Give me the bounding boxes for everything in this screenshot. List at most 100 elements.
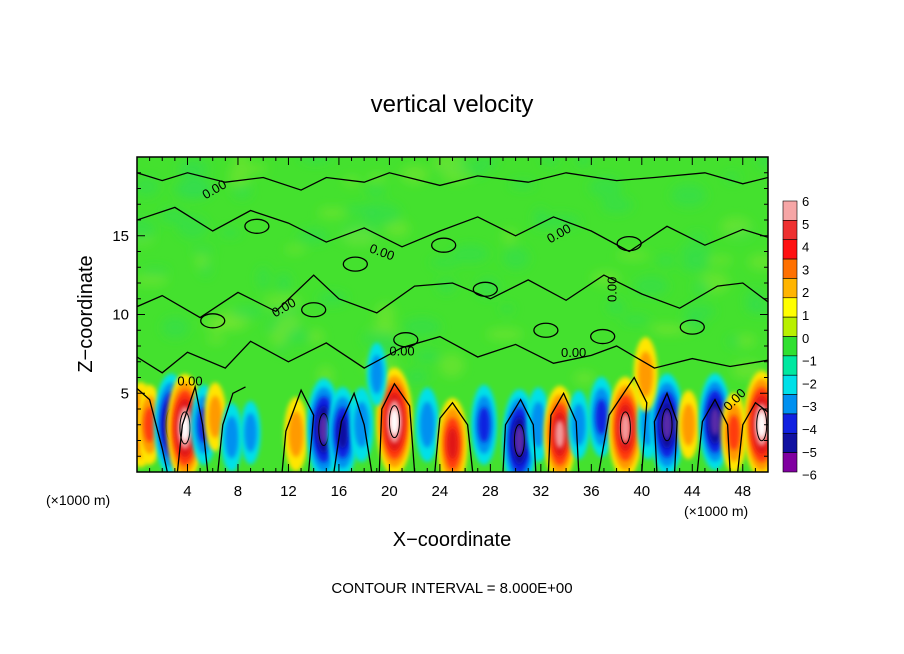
contour-loop xyxy=(431,237,457,253)
texture-blob xyxy=(541,157,559,166)
zero-contour xyxy=(137,274,768,319)
cell-ring xyxy=(288,411,304,458)
texture-blob xyxy=(366,185,386,198)
cell-ring xyxy=(318,414,329,445)
y-axis-ticks: 5 10 15 xyxy=(112,172,768,457)
texture-blob xyxy=(433,157,466,174)
colorbar-label: 6 xyxy=(802,194,809,209)
texture-blob xyxy=(202,317,242,330)
texture-blob xyxy=(195,254,210,269)
downdraft-cell xyxy=(349,387,374,462)
contour-label: 0.00 xyxy=(605,277,620,302)
texture-blob xyxy=(591,271,621,286)
cell-ring xyxy=(224,416,239,459)
texture-blob xyxy=(191,245,215,255)
plot-area xyxy=(137,157,768,472)
texture-blob xyxy=(437,278,456,294)
texture-blob xyxy=(137,275,169,286)
contour-loop xyxy=(393,332,419,348)
x-tick-label: 40 xyxy=(633,483,650,500)
y-tick-label: 15 xyxy=(112,228,129,245)
updraft-cell xyxy=(284,397,309,472)
texture-blob xyxy=(692,279,710,296)
zero-contour xyxy=(176,384,209,472)
colorbar-label: −5 xyxy=(802,445,817,460)
cell-ring xyxy=(638,351,653,398)
cell-ring xyxy=(571,403,586,446)
cell-core-contour xyxy=(388,405,400,439)
colorbar-swatch xyxy=(782,394,798,415)
contour-loop xyxy=(590,328,616,345)
texture-blob xyxy=(575,157,591,167)
colorbar-label: 1 xyxy=(802,308,809,323)
cell-core-contour xyxy=(661,408,673,442)
updraft-cell xyxy=(437,398,468,472)
x-axis-label: X−coordinate xyxy=(393,529,511,551)
texture-blob xyxy=(502,246,530,270)
texture-blob xyxy=(317,291,348,306)
colorbar-swatch xyxy=(782,432,798,453)
x-tick-label: 36 xyxy=(583,483,600,500)
texture-blob xyxy=(589,176,623,199)
texture-blob xyxy=(228,170,250,187)
texture-blob xyxy=(708,255,733,266)
downdraft-cell xyxy=(588,376,615,457)
texture-blob xyxy=(682,303,716,320)
zero-contour xyxy=(281,388,315,472)
texture-blob xyxy=(621,314,650,325)
texture-blob xyxy=(284,245,306,254)
x-tick-label: 24 xyxy=(432,483,449,500)
texture-blob xyxy=(159,207,187,225)
cell-ring xyxy=(337,416,348,449)
zero-contour xyxy=(137,388,168,472)
contour-interval-note: CONTOUR INTERVAL = 8.000E+00 xyxy=(331,580,572,597)
zero-contour xyxy=(217,386,246,472)
cell-ring xyxy=(180,414,190,441)
texture-blob xyxy=(361,330,397,348)
texture-blob xyxy=(405,368,430,386)
texture-blob xyxy=(533,207,548,230)
x-tick-label: 32 xyxy=(532,483,549,500)
texture-blob xyxy=(720,217,752,237)
zero-contour xyxy=(696,398,731,472)
zero-contour xyxy=(434,401,474,472)
texture-blob xyxy=(573,371,596,385)
x-tick-label: 16 xyxy=(331,483,348,500)
cell-core-contour xyxy=(619,411,631,445)
colorbar-label: 4 xyxy=(802,240,809,255)
texture-blob xyxy=(726,335,742,348)
colorbar-swatch xyxy=(782,200,798,221)
colorbar-swatch xyxy=(782,336,798,357)
contour-label: 0.00 xyxy=(561,345,586,360)
colorbar-swatch xyxy=(782,413,798,434)
cell-ring xyxy=(244,413,257,453)
cell-ring xyxy=(419,401,435,448)
cell-ring xyxy=(370,354,383,394)
texture-blob xyxy=(309,328,324,345)
downdraft-cell xyxy=(366,342,387,406)
cell-ring xyxy=(710,407,720,436)
texture-blob xyxy=(757,157,768,169)
texture-blob xyxy=(375,303,396,327)
cell-ring xyxy=(354,401,370,448)
zero-contour xyxy=(598,376,648,472)
cell-ring xyxy=(514,425,525,456)
y-tick-label: 10 xyxy=(112,307,129,324)
texture-blob xyxy=(737,334,756,348)
colorbar-label: −1 xyxy=(802,354,817,369)
texture-blob xyxy=(633,276,669,297)
x-axis-ticks: 4 8 12 16 20 24 28 32 36 40 44 48 xyxy=(149,157,756,500)
texture-blob xyxy=(276,312,301,334)
zero-contour xyxy=(737,401,768,472)
texture-blob xyxy=(219,227,241,238)
texture-blob xyxy=(429,257,460,268)
downdraft-cell xyxy=(567,390,590,460)
texture-blob xyxy=(161,316,189,339)
texture-blob xyxy=(262,294,302,309)
cell-core-contour xyxy=(179,411,191,445)
texture-blob xyxy=(670,183,707,208)
texture-blob xyxy=(206,335,226,344)
contour-loop xyxy=(342,256,368,272)
texture-blob xyxy=(296,228,330,245)
texture-blob xyxy=(656,254,676,267)
